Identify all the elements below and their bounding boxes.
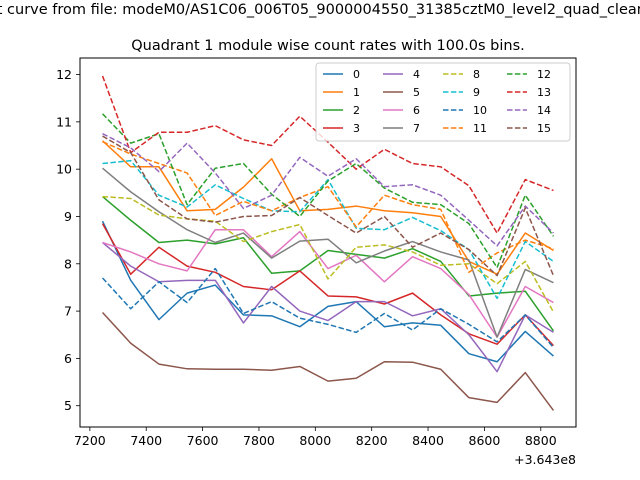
series-line-0 bbox=[101, 220, 554, 363]
series-line-14 bbox=[102, 133, 554, 247]
series-line-3 bbox=[101, 223, 555, 347]
series-line-2 bbox=[102, 196, 555, 332]
legend-label-14: 14 bbox=[537, 104, 551, 117]
legend-label-6: 6 bbox=[413, 104, 420, 117]
series-group bbox=[101, 75, 555, 411]
legend-label-13: 13 bbox=[537, 86, 551, 99]
y-tick-label: 7 bbox=[64, 304, 72, 319]
legend-label-0: 0 bbox=[353, 68, 360, 81]
x-tick-label: 8200 bbox=[356, 433, 388, 448]
series-line-5 bbox=[101, 312, 555, 411]
x-offset-label: +3.643e8 bbox=[514, 452, 576, 467]
plot-area bbox=[79, 57, 577, 428]
legend-label-12: 12 bbox=[537, 68, 551, 81]
x-axis: 7200 7400 7600 7800 8000 8200 8400 8600 8800 bbox=[74, 427, 557, 448]
x-tick-label: 7800 bbox=[243, 433, 275, 448]
y-tick-label: 5 bbox=[64, 398, 72, 413]
x-tick-label: 8600 bbox=[469, 433, 501, 448]
x-tick-label: 8400 bbox=[412, 433, 444, 448]
legend-label-8: 8 bbox=[473, 68, 480, 81]
legend-label-4: 4 bbox=[413, 68, 420, 81]
series-line-11 bbox=[102, 141, 554, 274]
legend-label-11: 11 bbox=[473, 122, 487, 135]
legend-label-3: 3 bbox=[353, 122, 360, 135]
y-axis: 5 6 7 8 9 10 11 12 bbox=[56, 67, 80, 413]
series-line-10 bbox=[101, 267, 555, 349]
x-tick-label: 8800 bbox=[525, 433, 557, 448]
series-line-12 bbox=[102, 113, 555, 269]
axes-frame bbox=[79, 57, 577, 428]
x-tick-label: 7200 bbox=[74, 433, 106, 448]
legend-label-7: 7 bbox=[413, 122, 420, 135]
legend-label-5: 5 bbox=[413, 86, 420, 99]
y-tick-label: 9 bbox=[64, 209, 72, 224]
series-line-13 bbox=[101, 75, 554, 234]
x-tick-label: 7400 bbox=[130, 433, 162, 448]
legend-label-10: 10 bbox=[473, 104, 487, 117]
y-tick-label: 8 bbox=[64, 256, 72, 271]
series-line-7 bbox=[102, 167, 554, 338]
y-tick-label: 6 bbox=[64, 351, 72, 366]
chart-title: Quadrant 1 module wise count rates with … bbox=[131, 38, 525, 54]
legend-label-9: 9 bbox=[473, 86, 480, 99]
legend-label-1: 1 bbox=[353, 86, 360, 99]
x-tick-label: 7600 bbox=[187, 433, 219, 448]
legend-label-2: 2 bbox=[353, 104, 360, 117]
x-tick-label: 8000 bbox=[299, 433, 331, 448]
y-tick-label: 10 bbox=[56, 162, 72, 177]
y-tick-label: 12 bbox=[56, 67, 72, 82]
figure-suptitle: Light curve from file: modeM0/AS1C06_006… bbox=[0, 2, 640, 18]
series-line-8 bbox=[102, 195, 555, 313]
series-line-4 bbox=[102, 241, 554, 373]
series-line-15 bbox=[102, 135, 555, 277]
series-line-6 bbox=[102, 228, 554, 338]
legend-label-15: 15 bbox=[537, 122, 551, 135]
legend-box bbox=[315, 62, 571, 142]
y-tick-label: 11 bbox=[56, 114, 72, 129]
